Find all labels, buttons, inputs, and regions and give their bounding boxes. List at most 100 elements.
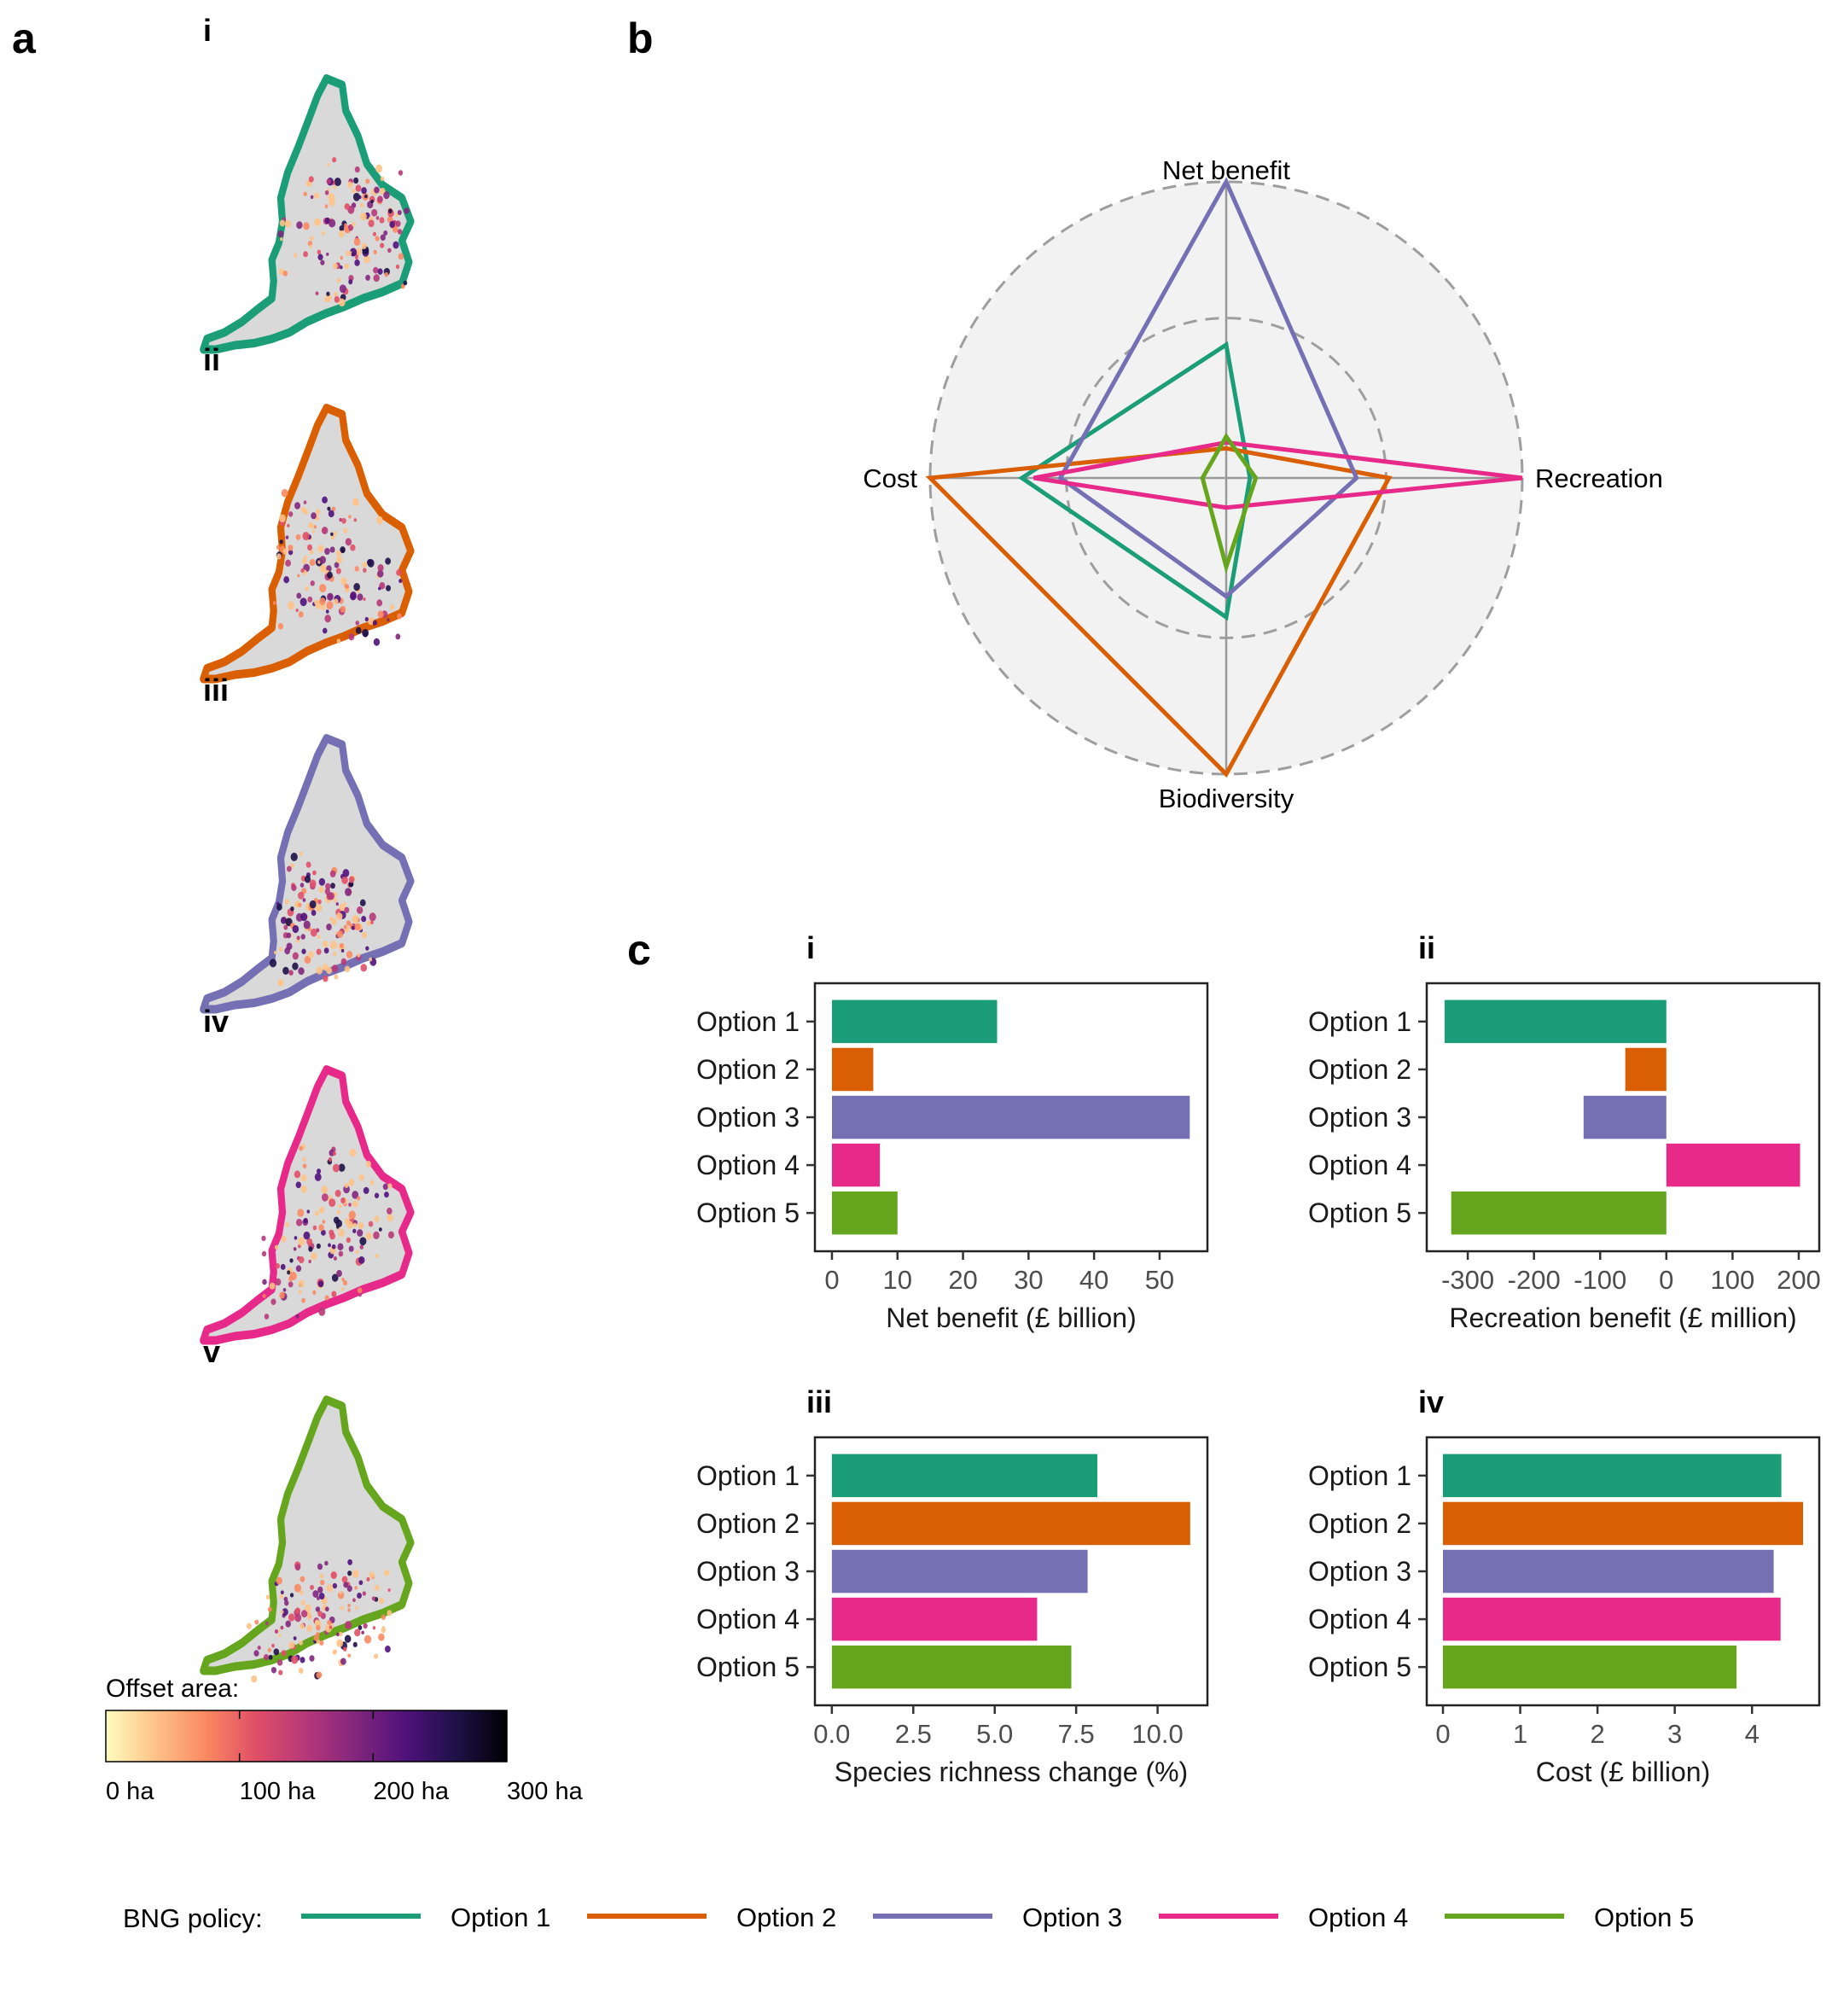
offset-dot [327, 162, 330, 166]
offset-dot [376, 599, 383, 607]
offset-dot [389, 221, 395, 228]
offset-dot [313, 525, 317, 529]
offset-dot [388, 208, 393, 214]
radar-series-option-2 [925, 446, 1393, 778]
offset-dot [316, 1243, 321, 1250]
offset-dot [351, 925, 355, 930]
y-tick-label: Option 2 [1308, 1508, 1411, 1539]
offset-dot [371, 1596, 376, 1601]
offset-dot [326, 601, 334, 609]
offset-dot [325, 609, 329, 614]
offset-dot [330, 1571, 337, 1579]
offset-dot [335, 1632, 340, 1637]
offset-dot [305, 861, 311, 868]
offset-dot [286, 865, 292, 872]
offset-dot [276, 903, 282, 911]
offset-dot [319, 564, 327, 573]
offset-dot [340, 1197, 346, 1203]
offset-dot [344, 223, 347, 227]
offset-dot [314, 1173, 322, 1181]
offset-dot [298, 1256, 305, 1264]
offset-dot [284, 1599, 289, 1606]
radar-axis-label: Cost [863, 463, 917, 493]
offset-dot [298, 1279, 305, 1288]
x-tick-label: -200 [1508, 1265, 1561, 1295]
offset-dot [303, 222, 310, 230]
offset-dot [322, 1220, 326, 1224]
colorbar-tick-label: 0 ha [106, 1778, 154, 1805]
offset-dot [288, 511, 294, 517]
offset-dot [395, 633, 401, 640]
offset-dot [341, 517, 346, 524]
legend-label: Option 5 [1594, 1902, 1694, 1932]
offset-dot [383, 191, 390, 200]
offset-dot [375, 236, 380, 242]
offset-dot [283, 576, 290, 584]
x-tick-label: 4 [1745, 1719, 1760, 1749]
offset-dot [274, 1629, 278, 1634]
offset-dot [342, 1280, 348, 1286]
offset-dot [288, 970, 294, 976]
offset-dot [276, 901, 280, 906]
offset-dot [364, 255, 370, 264]
offset-dot [324, 204, 329, 209]
colorbar-title: Offset area: [106, 1675, 239, 1703]
offset-dot [358, 1221, 364, 1229]
offset-dot [300, 597, 307, 607]
y-tick-label: Option 3 [1308, 1556, 1411, 1587]
map-sublabel: v [203, 1334, 220, 1369]
offset-dot [386, 585, 391, 591]
bar-option-2 [1625, 1047, 1667, 1092]
offset-dot [338, 1631, 343, 1637]
offset-dot [375, 1253, 379, 1258]
offset-dot [292, 952, 299, 960]
offset-dot [377, 610, 384, 619]
offset-dot [317, 1596, 320, 1600]
offset-dot [360, 212, 367, 221]
offset-dot [311, 529, 316, 533]
offset-dot [303, 509, 309, 516]
offset-dot [333, 185, 337, 189]
bar-chart-iii: iii Option 1 Option 2 Option 3 Option 4 Optio… [696, 1384, 1209, 1787]
colorbar-tick-label: 200 ha [373, 1778, 450, 1805]
offset-dot [374, 1584, 380, 1591]
offset-dot [378, 1598, 384, 1605]
offset-dot [318, 1593, 325, 1599]
offset-dot [380, 234, 386, 241]
x-tick-label: 50 [1145, 1265, 1174, 1295]
y-tick-label: Option 3 [696, 1556, 800, 1587]
offset-dot [346, 920, 352, 926]
offset-dot [339, 942, 344, 948]
y-tick-label: Option 1 [1308, 1006, 1411, 1037]
offset-dot [354, 923, 361, 931]
offset-dot [379, 187, 386, 195]
legend-title: BNG policy: [123, 1903, 263, 1933]
offset-dot [336, 930, 343, 938]
x-tick-label: 5.0 [976, 1719, 1013, 1749]
offset-dot [339, 904, 346, 912]
offset-dot [280, 237, 283, 242]
y-tick-label: Option 5 [696, 1197, 800, 1228]
offset-dot [310, 1584, 314, 1590]
offset-dot [332, 157, 337, 163]
offset-dot [366, 1576, 370, 1582]
offset-dot [340, 1658, 346, 1665]
x-tick-label: 0 [1435, 1719, 1450, 1749]
offset-dot [387, 1610, 393, 1617]
offset-dot [315, 1606, 321, 1612]
colorbar-tick-label: 100 ha [240, 1778, 317, 1805]
offset-dot [344, 1183, 349, 1188]
offset-dot [364, 194, 368, 199]
offset-dot [374, 1192, 380, 1198]
offset-dot [312, 1290, 317, 1295]
offset-dot [327, 571, 333, 579]
offset-dot [281, 1610, 284, 1614]
offset-dot [359, 1244, 364, 1250]
offset-dot [373, 274, 380, 283]
offset-dot [332, 1649, 337, 1655]
offset-dot [316, 1625, 321, 1631]
offset-dot [340, 577, 347, 586]
map-outline [200, 74, 415, 354]
offset-dot [361, 242, 367, 250]
offset-dot [295, 1218, 303, 1226]
